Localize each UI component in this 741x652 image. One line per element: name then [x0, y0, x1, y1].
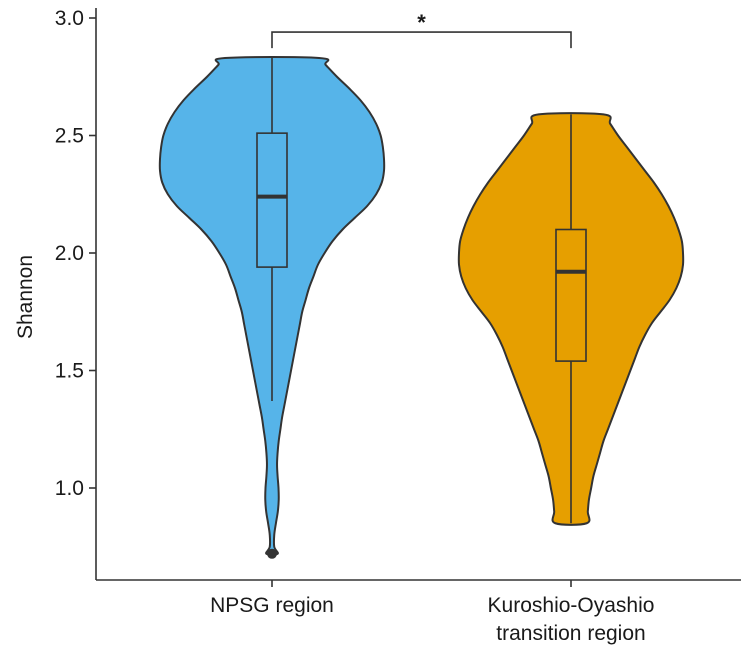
box-2 [555, 228, 587, 362]
y-tick-label: 3.0 [55, 7, 84, 30]
x-ticks-layer: NPSG region Kuroshio-Oyashio transition re… [210, 580, 654, 645]
axes-layer [95, 8, 741, 581]
x-tick-label: Kuroshio-Oyashio [488, 594, 655, 617]
box-1 [256, 132, 288, 268]
y-ticks-layer: 1.0 1.5 2.0 2.5 3.0 [55, 7, 96, 500]
x-tick-label: NPSG region [210, 594, 334, 617]
boxplots-layer [256, 57, 587, 559]
significance-bracket [271, 31, 572, 49]
significance-layer: * [271, 10, 572, 49]
violin-2 [457, 112, 685, 526]
y-axis-title: Shannon [14, 255, 37, 339]
y-tick-label: 2.0 [55, 242, 84, 265]
y-tick-label: 1.5 [55, 360, 84, 383]
y-tick-label: 1.0 [55, 477, 84, 500]
outlier-1-1 [267, 548, 277, 559]
y-tick-label: 2.5 [55, 125, 84, 148]
significance-label: * [417, 10, 426, 35]
violins-layer [158, 55, 685, 556]
x-tick-label: transition region [496, 622, 645, 645]
